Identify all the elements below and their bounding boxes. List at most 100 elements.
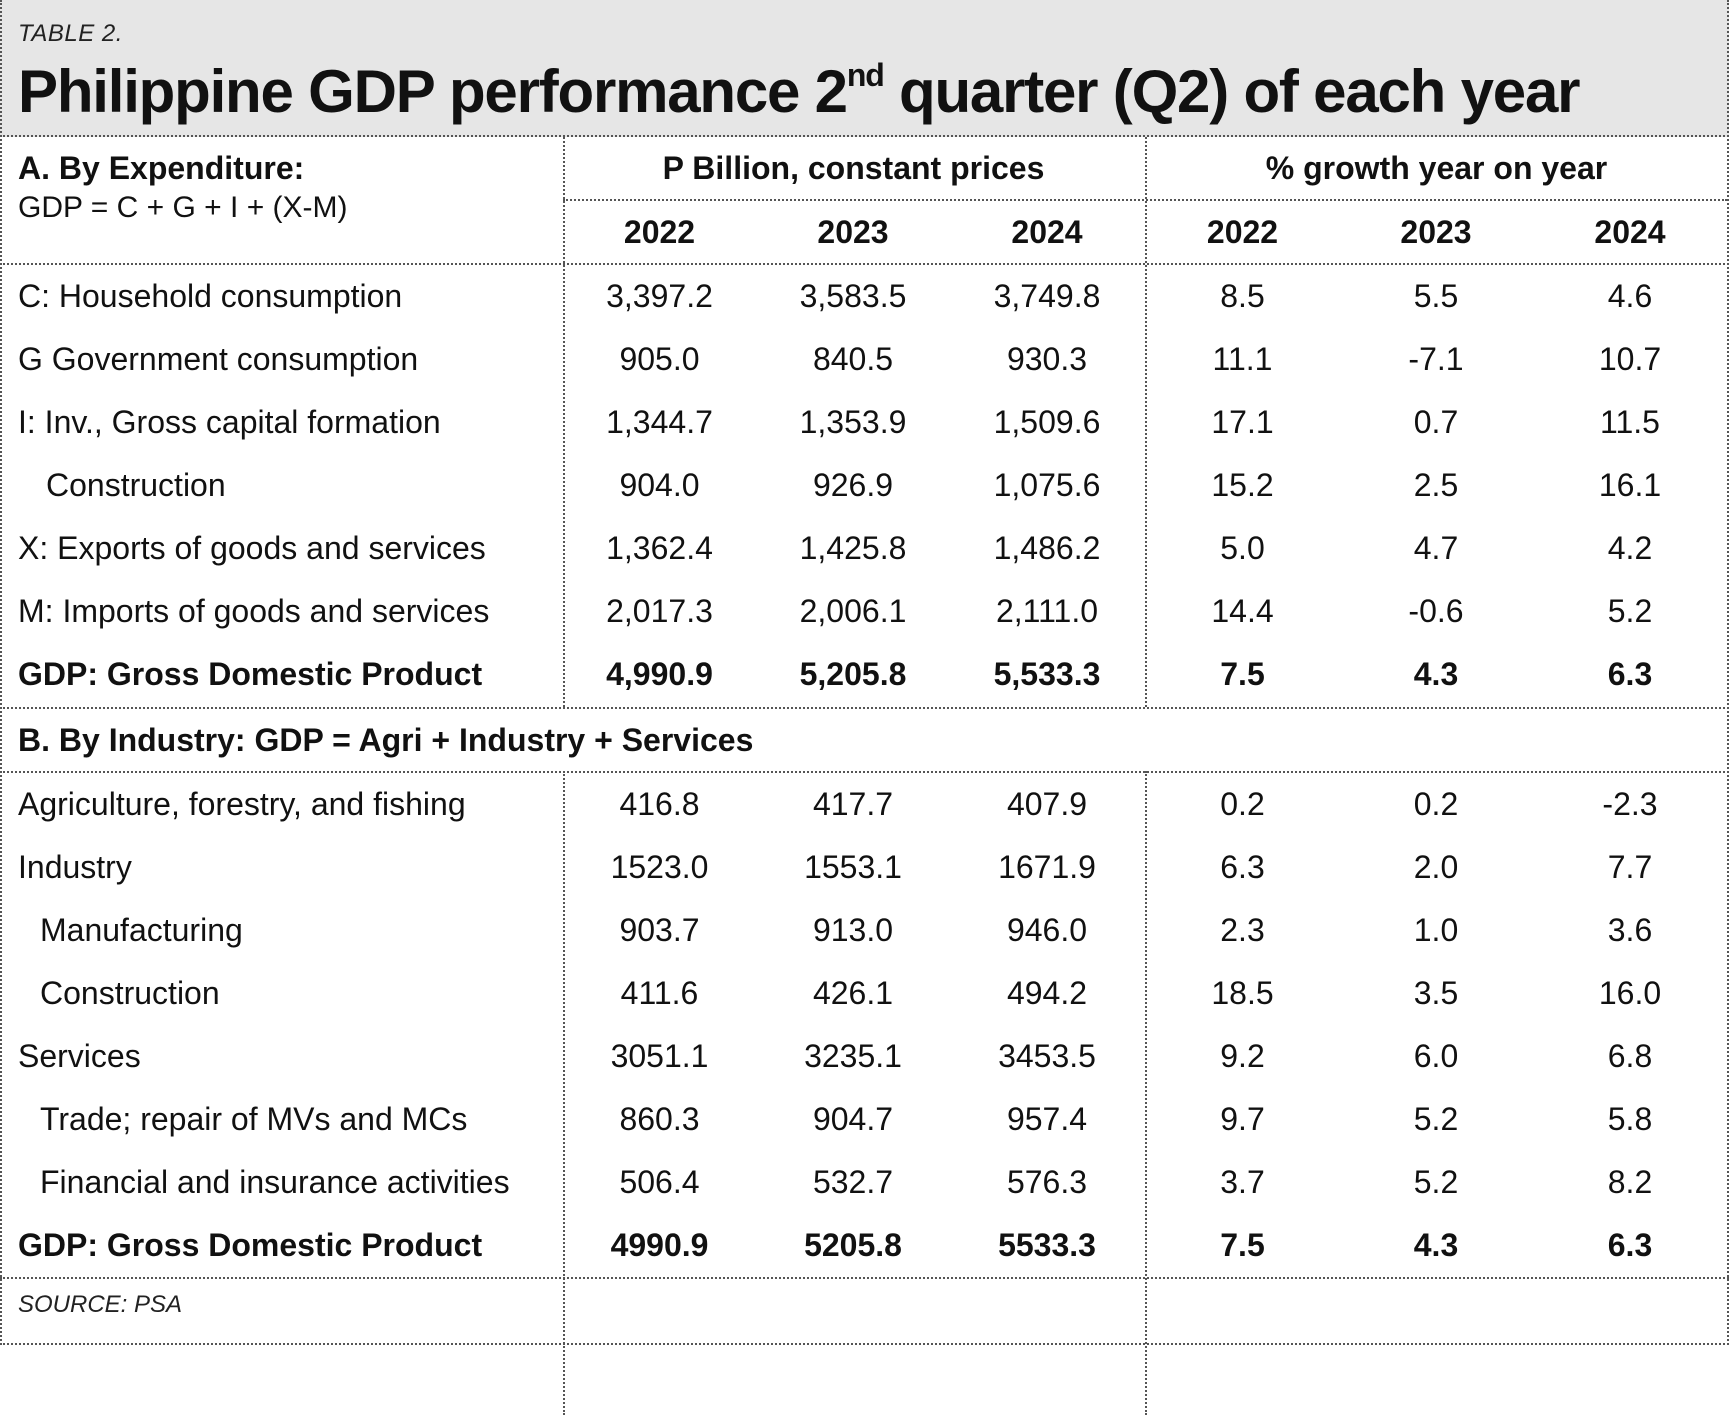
total-cell: 4.3 — [1413, 656, 1459, 692]
table-row: Construction 411.6 426.1 494.2 18.5 3.5 … — [0, 962, 1729, 1025]
table-cell: 9.7 — [1220, 1101, 1265, 1137]
row-label: X: Exports of goods and services — [18, 530, 486, 566]
total-cell: 5,533.3 — [993, 656, 1101, 692]
table-row: C: Household consumption 3,397.2 3,583.5… — [0, 265, 1729, 328]
total-cell: 5533.3 — [998, 1227, 1096, 1263]
table-cell: 11.5 — [1600, 404, 1660, 440]
table-cell: 5.2 — [1413, 1164, 1459, 1200]
table-cell: 532.7 — [812, 1164, 894, 1200]
table-cell: 1,075.6 — [993, 467, 1101, 503]
table-cell: 930.3 — [1006, 341, 1088, 377]
table-cell: 0.2 — [1220, 786, 1265, 822]
total-cell: 7.5 — [1220, 1227, 1265, 1263]
table-cell: 18.5 — [1211, 975, 1274, 1011]
table-header: TABLE 2. Philippine GDP performance 2nd … — [0, 0, 1729, 137]
table-cell: 1,509.6 — [993, 404, 1101, 440]
table-cell: 11.1 — [1212, 341, 1273, 377]
section-b-title: B. By Industry: GDP = Agri + Industry + … — [18, 721, 754, 758]
total-label: GDP: Gross Domestic Product — [18, 1227, 483, 1263]
table-cell: 6.8 — [1607, 1038, 1653, 1074]
table-border-right — [1727, 0, 1729, 1345]
total-row: GDP: Gross Domestic Product 4990.9 5205.… — [0, 1214, 1729, 1277]
table-cell: 16.1 — [1598, 467, 1662, 503]
table-cell: 15.2 — [1211, 467, 1274, 503]
table-cell: 9.2 — [1220, 1038, 1265, 1074]
table-cell: 494.2 — [1006, 975, 1088, 1011]
table-cell: 4.2 — [1607, 530, 1653, 566]
table-row: Agriculture, forestry, and fishing 416.8… — [0, 773, 1729, 836]
table-cell: 913.0 — [812, 912, 894, 948]
table-cell: 6.3 — [1220, 849, 1265, 885]
table-cell: 6.0 — [1413, 1038, 1459, 1074]
section-a-body: C: Household consumption 3,397.2 3,583.5… — [0, 265, 1729, 706]
total-cell: 5,205.8 — [799, 656, 907, 692]
table-cell: 1,486.2 — [993, 530, 1101, 566]
row-label: Agriculture, forestry, and fishing — [18, 786, 466, 822]
year-header: 2022 — [1206, 213, 1279, 250]
table-border-bottom — [0, 1343, 1729, 1345]
year-header: 2024 — [1594, 213, 1666, 250]
table-cell: 904.7 — [812, 1101, 894, 1137]
table-cell: -7.1 — [1408, 341, 1464, 377]
table-cell: -2.3 — [1602, 786, 1658, 822]
table-cell: 3.7 — [1220, 1164, 1265, 1200]
table-cell: 957.4 — [1006, 1101, 1088, 1137]
total-cell: 6.3 — [1607, 656, 1653, 692]
table-row: Services 3051.1 3235.1 3453.5 9.2 6.0 6.… — [0, 1025, 1729, 1088]
table-cell: 8.5 — [1220, 278, 1265, 314]
section-a-header: A. By Expenditure: GDP = C + G + I + (X-… — [0, 137, 1729, 263]
table-cell: 946.0 — [1006, 912, 1088, 948]
row-label: Construction — [46, 467, 226, 503]
column-separator — [563, 137, 565, 707]
section-b-body: Agriculture, forestry, and fishing 416.8… — [0, 773, 1729, 1277]
table-row: G Government consumption 905.0 840.5 930… — [0, 328, 1729, 391]
table-cell: 3,397.2 — [606, 278, 713, 314]
table-cell: 17.1 — [1211, 404, 1274, 440]
table-row: I: Inv., Gross capital formation 1,344.7… — [0, 391, 1729, 454]
table-cell: 417.7 — [812, 786, 894, 822]
total-cell: 4.3 — [1413, 1227, 1459, 1263]
total-cell: 6.3 — [1607, 1227, 1653, 1263]
row-label: C: Household consumption — [18, 278, 403, 314]
table-row: Financial and insurance activities 506.4… — [0, 1151, 1729, 1214]
table-cell: 4.6 — [1607, 278, 1653, 314]
table-cell: 4.7 — [1413, 530, 1459, 566]
year-header: 2024 — [1011, 213, 1083, 250]
table-cell: 1671.9 — [998, 849, 1096, 885]
table-cell: 2,006.1 — [799, 593, 907, 629]
table-cell: 426.1 — [812, 975, 894, 1011]
table-cell: 3453.5 — [998, 1038, 1096, 1074]
title-superscript: nd — [846, 57, 885, 93]
table-cell: 1,344.7 — [606, 404, 713, 440]
table-cell: 3.5 — [1413, 975, 1459, 1011]
table-label: TABLE 2. — [18, 20, 123, 47]
table-cell: 2,017.3 — [606, 593, 713, 629]
source-note: SOURCE: PSA — [18, 1291, 183, 1318]
table-row: Trade; repair of MVs and MCs 860.3 904.7… — [0, 1088, 1729, 1151]
year-header: 2023 — [1400, 213, 1472, 250]
table-cell: 0.2 — [1413, 786, 1459, 822]
table-cell: 5.8 — [1607, 1101, 1653, 1137]
table-cell: 926.9 — [812, 467, 894, 503]
section-a-title: A. By Expenditure: — [18, 149, 305, 186]
total-cell: 4990.9 — [610, 1227, 709, 1263]
table-cell: 2,111.0 — [995, 593, 1098, 629]
column-separator — [1145, 771, 1147, 1415]
total-row: GDP: Gross Domestic Product 4,990.9 5,20… — [0, 643, 1729, 706]
table-cell: 5.5 — [1413, 278, 1459, 314]
table-cell: 416.8 — [619, 786, 700, 822]
table-cell: 407.9 — [1006, 786, 1088, 822]
table-cell: 1.0 — [1413, 912, 1459, 948]
table-cell: -0.6 — [1408, 593, 1464, 629]
total-cell: 4,990.9 — [606, 656, 713, 692]
table-cell: 5.2 — [1413, 1101, 1459, 1137]
table-cell: 10.7 — [1598, 341, 1662, 377]
data-grid: A. By Expenditure: GDP = C + G + I + (X-… — [0, 137, 1729, 1415]
table-cell: 1553.1 — [804, 849, 902, 885]
table-row: Industry 1523.0 1553.1 1671.9 6.3 2.0 7.… — [0, 836, 1729, 899]
title-part-2: quarter (Q2) of each year — [883, 58, 1580, 125]
group-header-growth: % growth year on year — [1265, 149, 1608, 186]
table-row: Construction 904.0 926.9 1,075.6 15.2 2.… — [0, 454, 1729, 517]
row-label: Construction — [40, 975, 220, 1011]
